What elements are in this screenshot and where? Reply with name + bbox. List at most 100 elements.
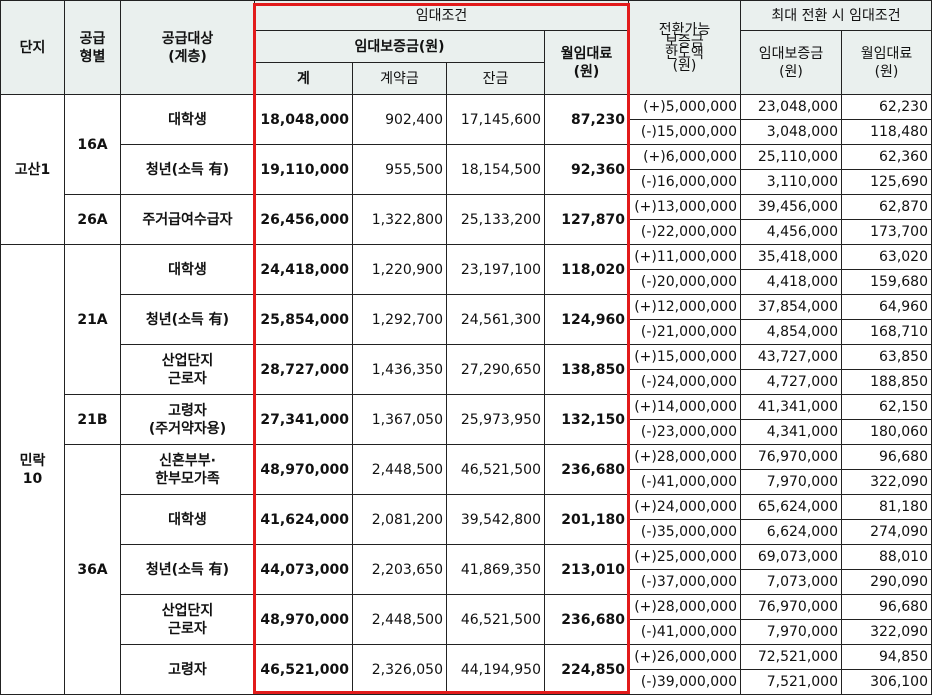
balance: 39,542,800: [446, 494, 545, 545]
max-rent-plus: 88,010: [841, 544, 932, 570]
balance: 23,197,100: [446, 244, 545, 295]
max-rent-minus: 118,480: [841, 119, 932, 145]
deposit-total: 25,854,000: [254, 294, 353, 345]
target-label: (주거약자용): [148, 420, 227, 437]
complex-cell: 민락 10: [0, 244, 65, 695]
conversion-limit-minus: (-)15,000,000: [628, 119, 741, 145]
contract-fee: 1,220,900: [352, 244, 447, 295]
deposit-total: 19,110,000: [254, 144, 353, 195]
contract-fee: 1,367,050: [352, 394, 447, 445]
table-row: (-)37,000,000 7,073,000 290,090: [1, 569, 932, 595]
conversion-limit-minus: (-)24,000,000: [628, 369, 741, 395]
conversion-limit-minus: (-)23,000,000: [628, 419, 741, 445]
balance: 25,133,200: [446, 194, 545, 245]
target-label: 산업단지: [161, 602, 214, 619]
max-rent-plus: 63,020: [841, 244, 932, 270]
deposit-total: 18,048,000: [254, 94, 353, 145]
max-rent-minus: 322,090: [841, 619, 932, 645]
max-deposit-minus: 4,418,000: [740, 269, 842, 295]
table-row: 산업단지 근로자 48,970,000 2,448,500 46,521,500 236,…: [1, 594, 932, 645]
table-row: 36A 신혼부부· 한부모가족 48,970,000 2,448,500 46,521,5…: [1, 444, 932, 695]
table-row: 고산1 16A 대학생 18,048,000 902,400 17,145,600 87,2…: [0, 94, 932, 245]
monthly-rent: 236,680: [544, 444, 629, 495]
monthly-rent: 87,230: [544, 94, 629, 145]
max-rent-plus: 96,680: [841, 594, 932, 620]
monthly-rent: 213,010: [544, 544, 629, 595]
table-row: (-)16,000,000 3,110,000 125,690: [1, 169, 932, 195]
max-deposit-minus: 7,970,000: [740, 619, 842, 645]
max-deposit-plus: 43,727,000: [740, 344, 842, 370]
monthly-rent: 138,850: [544, 344, 629, 395]
supply-type-cell: 16A: [64, 94, 121, 195]
conversion-limit-plus: (+)5,000,000: [628, 94, 741, 120]
target-label: 근로자: [168, 620, 207, 637]
header-monthly-rent: 월임대료 (원): [544, 30, 629, 95]
target-cell: 청년(소득 有): [120, 144, 255, 195]
target-label: 신혼부부·: [159, 452, 216, 469]
max-rent-plus: 62,870: [841, 194, 932, 220]
table-row: (-)22,000,000 4,456,000 173,700: [1, 219, 932, 245]
max-deposit-plus: 72,521,000: [740, 644, 842, 670]
conversion-limit-plus: (+)28,000,000: [628, 444, 741, 470]
target-cell: 산업단지 근로자: [120, 344, 255, 395]
target-cell: 신혼부부· 한부모가족: [120, 444, 255, 495]
deposit-total: 26,456,000: [254, 194, 353, 245]
max-deposit-minus: 7,970,000: [740, 469, 842, 495]
deposit-total: 28,727,000: [254, 344, 353, 395]
max-deposit-plus: 41,341,000: [740, 394, 842, 420]
max-rent-minus: 173,700: [841, 219, 932, 245]
max-deposit-plus: 76,970,000: [740, 444, 842, 470]
header-supply-type: 공급 형별: [64, 0, 121, 95]
deposit-total: 46,521,000: [254, 644, 353, 695]
max-deposit-minus: 7,073,000: [740, 569, 842, 595]
conversion-limit-minus: (-)35,000,000: [628, 519, 741, 545]
max-rent-minus: 180,060: [841, 419, 932, 445]
conversion-limit-plus: (+)11,000,000: [628, 244, 741, 270]
table-row: 청년(소득 有) 19,110,000 955,500 18,154,500 92,36…: [1, 144, 932, 195]
header-max-rent: 월임대료 (원): [841, 30, 932, 95]
table-row: 청년(소득 有) 44,073,000 2,203,650 41,869,350 213…: [1, 544, 932, 595]
conversion-limit-plus: (+)26,000,000: [628, 644, 741, 670]
max-deposit-minus: 4,727,000: [740, 369, 842, 395]
table-row: (-)41,000,000 7,970,000 322,090: [1, 619, 932, 645]
max-deposit-minus: 3,048,000: [740, 119, 842, 145]
conversion-limit-plus: (+)14,000,000: [628, 394, 741, 420]
contract-fee: 955,500: [352, 144, 447, 195]
conversion-limit-plus: (+)24,000,000: [628, 494, 741, 520]
max-rent-plus: 62,360: [841, 144, 932, 170]
contract-fee: 902,400: [352, 94, 447, 145]
max-deposit-minus: 4,456,000: [740, 219, 842, 245]
contract-fee: 2,081,200: [352, 494, 447, 545]
table-row: 고령자 46,521,000 2,326,050 44,194,950 224,850(…: [1, 644, 932, 695]
monthly-rent: 201,180: [544, 494, 629, 545]
contract-fee: 1,436,350: [352, 344, 447, 395]
conversion-limit-minus: (-)41,000,000: [628, 469, 741, 495]
header-max-conversion: 최대 전환 시 임대조건: [740, 0, 932, 31]
target-label: 근로자: [168, 370, 207, 387]
max-rent-minus: 290,090: [841, 569, 932, 595]
target-cell: 청년(소득 有): [120, 294, 255, 345]
monthly-rent: 132,150: [544, 394, 629, 445]
max-rent-minus: 274,090: [841, 519, 932, 545]
max-deposit-plus: 37,854,000: [740, 294, 842, 320]
conversion-limit-minus: (-)37,000,000: [628, 569, 741, 595]
conversion-limit-plus: (+)12,000,000: [628, 294, 741, 320]
max-deposit-minus: 4,854,000: [740, 319, 842, 345]
target-cell: 고령자 (주거약자용): [120, 394, 255, 445]
supply-type-cell: 36A: [64, 444, 121, 695]
target-cell: 고령자: [120, 644, 255, 695]
contract-fee: 2,203,650: [352, 544, 447, 595]
target-label: 주거급여수급자: [142, 211, 233, 228]
target-label: 대학생: [168, 111, 207, 128]
max-rent-minus: 159,680: [841, 269, 932, 295]
target-label: 청년(소득 有): [145, 311, 230, 328]
header-supply-target: 공급대상 (계층): [120, 0, 255, 95]
table-row: 산업단지 근로자 28,727,000 1,436,350 27,290,650 138,…: [1, 344, 932, 395]
target-label: 고령자: [168, 661, 207, 678]
complex-name: 민락: [19, 452, 46, 469]
conversion-limit-plus: (+)25,000,000: [628, 544, 741, 570]
monthly-rent: 118,020: [544, 244, 629, 295]
deposit-total: 27,341,000: [254, 394, 353, 445]
target-label: 한부모가족: [155, 470, 220, 487]
max-rent-plus: 62,230: [841, 94, 932, 120]
